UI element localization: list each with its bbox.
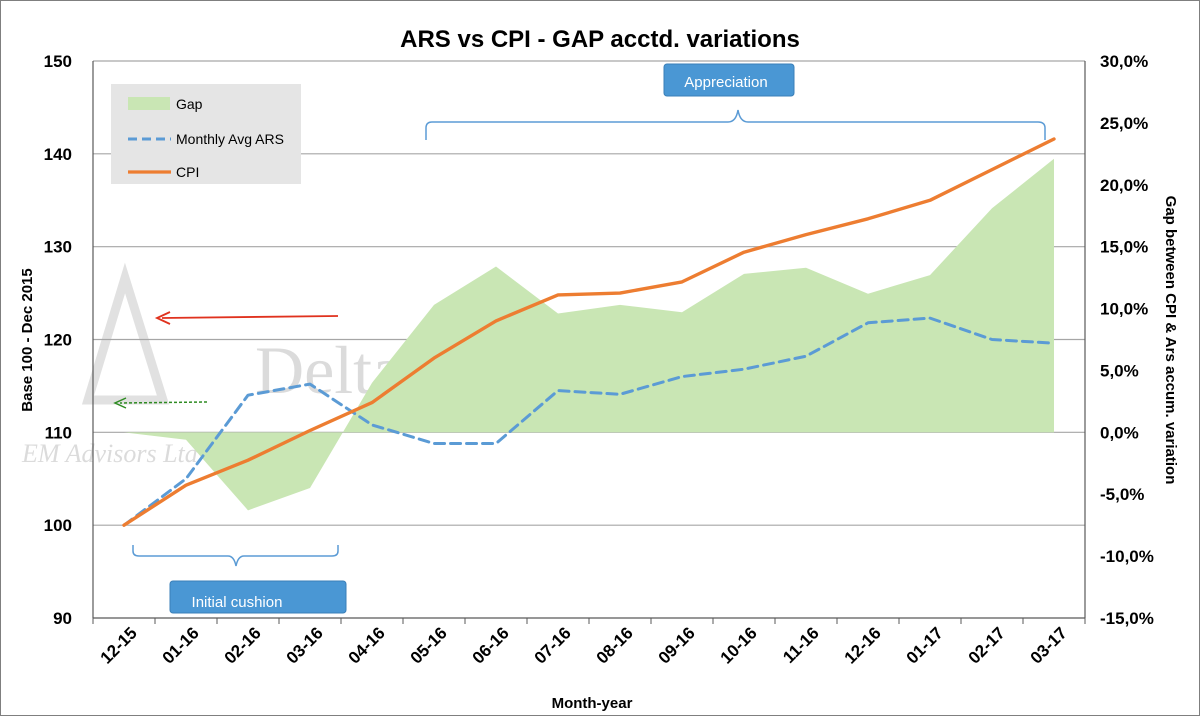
- gap-area: [124, 158, 1054, 511]
- legend-label-gap: Gap: [176, 96, 203, 112]
- green-arrow-head-icon: [113, 397, 127, 409]
- green-arrow-line: [119, 401, 208, 404]
- y-tick-label: 90: [53, 609, 72, 628]
- chart-title: ARS vs CPI - GAP acctd. variations: [400, 26, 800, 53]
- initial-cushion-annotation: Initial cushion: [132, 545, 347, 614]
- y2-tick-label: 0,0%: [1100, 423, 1139, 442]
- red-arrow: [154, 311, 339, 325]
- legend-swatch-gap: [128, 97, 170, 110]
- y-tick-label: 110: [45, 423, 72, 442]
- x-axis-label: Month-year: [552, 695, 633, 712]
- y-tick-label: 140: [44, 145, 72, 164]
- appreciation-callout: [663, 63, 795, 97]
- y-tick-label: 130: [44, 238, 72, 257]
- y-tick-label: 100: [44, 516, 72, 535]
- appreciation-label: Appreciation: [684, 74, 767, 91]
- green-arrow: [113, 397, 208, 409]
- y2-tick-label: -5,0%: [1100, 485, 1144, 504]
- y2-tick-label: 10,0%: [1100, 300, 1148, 319]
- y2-tick-label: -15,0%: [1100, 609, 1154, 628]
- y2-tick-label: 25,0%: [1100, 114, 1148, 133]
- y-tick-label: 120: [44, 331, 72, 350]
- y-axis-label: Base 100 - Dec 2015: [19, 268, 36, 411]
- y-tick-label: 150: [44, 52, 72, 71]
- watermark-small-text: EM Advisors Ltd: [21, 439, 199, 468]
- y2-tick-label: 5,0%: [1100, 361, 1139, 380]
- red-arrow-line: [161, 315, 339, 319]
- y2-tick-label: 15,0%: [1100, 238, 1148, 257]
- y2-axis-label: Gap between CPI & Ars accum. variation: [1162, 196, 1179, 485]
- appreciation-annotation: Appreciation: [425, 63, 1046, 140]
- legend-label-ars: Monthly Avg ARS: [176, 131, 284, 147]
- legend: Gap Monthly Avg ARS CPI: [111, 84, 301, 184]
- y2-tick-label: 30,0%: [1100, 52, 1148, 71]
- y2-tick-label: -10,0%: [1100, 547, 1154, 566]
- appreciation-bracket: [425, 109, 1046, 140]
- legend-label-cpi: CPI: [176, 164, 199, 180]
- y2-tick-label: 20,0%: [1100, 176, 1148, 195]
- initial-cushion-label: Initial cushion: [192, 594, 283, 611]
- initial-cushion-callout: [169, 580, 347, 614]
- ars-line: [122, 316, 1056, 527]
- cpi-line: [122, 137, 1056, 527]
- initial-cushion-bracket: [132, 545, 339, 567]
- red-arrow-head-icon: [154, 311, 171, 325]
